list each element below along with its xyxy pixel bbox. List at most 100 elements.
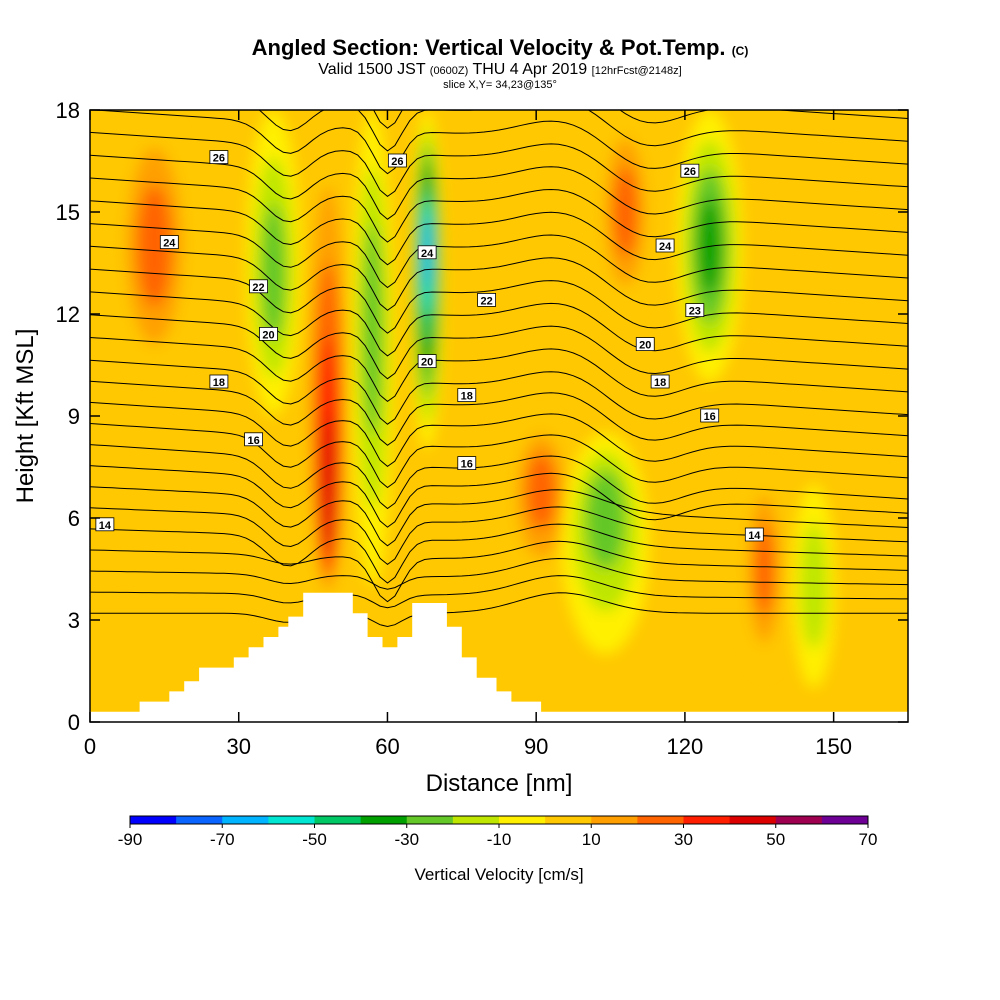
theta-contours [90, 0, 908, 628]
theta-contour [90, 444, 908, 510]
contour-label-box [477, 292, 497, 307]
colorbar: -90 -70 -50 -30 -10 10 30 50 70 [118, 815, 877, 849]
theta-contour [90, 0, 908, 37]
contour-label-box [635, 337, 655, 352]
theta-contour [90, 110, 908, 175]
velocity-band [613, 166, 638, 258]
contour-label-box [744, 527, 764, 542]
theta-contour [90, 41, 908, 105]
contour-label: 24 [159, 235, 179, 250]
theta-contour [90, 223, 908, 289]
colorbar-swatch [314, 816, 362, 824]
title-block: Angled Section: Vertical Velocity & Pot.… [0, 36, 1000, 92]
contour-label-box [244, 432, 264, 447]
contour-label: 20 [259, 326, 278, 341]
colorbar-swatch [637, 816, 684, 824]
contour-labels: 14 16 18 20 22 24 26 26 24 22 20 18 16 26 24 23 20 18 16 14 [95, 150, 764, 542]
theta-contour [90, 423, 908, 489]
theta-contour [90, 401, 908, 468]
colorbar-swatch [591, 816, 638, 824]
y-tick-label: 6 [68, 506, 80, 531]
contour-label-text: 20 [262, 329, 274, 341]
colorbar-tick-label: 50 [766, 830, 785, 849]
contour-label-text: 22 [252, 282, 264, 294]
theta-contour [90, 245, 908, 311]
contour-label-box [680, 163, 700, 178]
theta-contour [90, 557, 908, 590]
contour-label: 14 [744, 527, 764, 542]
contour-label-text: 23 [689, 306, 701, 318]
colorbar-swatch [683, 816, 731, 824]
contour-label: 26 [209, 150, 229, 165]
y-tick-label: 9 [68, 404, 80, 429]
contour-label-box [159, 235, 179, 250]
title-mark: (C) [731, 44, 749, 58]
y-axis: 0 3 6 9 12 15 18 [56, 98, 908, 735]
colorbar-tick-label: -90 [118, 830, 143, 849]
contour-label-box [417, 245, 437, 260]
theta-contour [90, 486, 908, 547]
velocity-band [754, 523, 774, 615]
contour-label: 24 [417, 245, 437, 260]
contour-label-text: 26 [213, 153, 225, 165]
contour-label-text: 14 [748, 530, 761, 542]
x-tick-label: 60 [375, 734, 399, 759]
contour-label: 22 [249, 279, 268, 294]
theta-contour [90, 380, 908, 446]
colorbar-swatch [545, 816, 592, 824]
contour-label: 16 [700, 408, 720, 423]
terrain [90, 592, 908, 722]
contour-label: 24 [655, 238, 675, 253]
theta-contour [90, 465, 908, 528]
colorbar-tick-label: -10 [487, 830, 512, 849]
x-tick-label: 150 [815, 734, 852, 759]
velocity-band [261, 204, 286, 341]
contour-label-box [685, 303, 705, 318]
colorbar-swatch [176, 816, 223, 824]
x-tick-label: 90 [524, 734, 548, 759]
theta-contour [90, 592, 908, 628]
contour-label-text: 18 [654, 377, 666, 389]
contour-label-text: 24 [163, 238, 176, 250]
contour-label: 18 [650, 374, 670, 389]
colorbar-swatch [821, 816, 869, 824]
colorbar-tick-label: 30 [674, 830, 693, 849]
contour-label-box [209, 150, 229, 165]
plot-area: 14 16 18 20 22 24 26 26 24 22 20 18 16 26 24 23 20 18 16 14 [89, 0, 909, 723]
x-axis-title: Distance [nm] [426, 770, 573, 797]
y-axis-title: Height [Kft MSL] [12, 329, 39, 504]
colorbar-swatch [452, 816, 500, 824]
velocity-band [586, 470, 625, 569]
velocity-field [116, 110, 836, 688]
theta-contour [90, 540, 908, 603]
contour-label-text: 24 [659, 241, 672, 253]
x-tick-label: 30 [226, 734, 250, 759]
theta-contour [90, 359, 908, 425]
velocity-bands [116, 110, 836, 688]
colorbar-swatch [775, 816, 823, 824]
colorbar-swatch [406, 816, 454, 824]
contour-label: 26 [387, 153, 407, 168]
contour-label: 23 [685, 303, 705, 318]
colorbar-swatch [222, 816, 269, 824]
contour-label-text: 20 [421, 357, 433, 369]
contour-label-box [417, 354, 437, 369]
theta-contour [90, 575, 908, 609]
theta-contour [258, 110, 908, 152]
colorbar-title: Vertical Velocity [cm/s] [414, 865, 583, 884]
contour-label: 20 [635, 337, 655, 352]
colorbar-tick-label: -30 [394, 830, 419, 849]
contour-label: 18 [457, 388, 477, 403]
x-tick-label: 120 [667, 734, 704, 759]
theta-contour [90, 337, 908, 403]
contour-label: 18 [209, 374, 229, 389]
contour-label: 26 [680, 163, 700, 178]
theta-contour [90, 506, 908, 566]
velocity-band [526, 453, 556, 530]
contour-label: 22 [477, 292, 497, 307]
contour-label: 16 [457, 456, 477, 471]
y-tick-label: 3 [68, 608, 80, 633]
contour-label-box [650, 374, 670, 389]
y-tick-label: 0 [68, 710, 80, 735]
